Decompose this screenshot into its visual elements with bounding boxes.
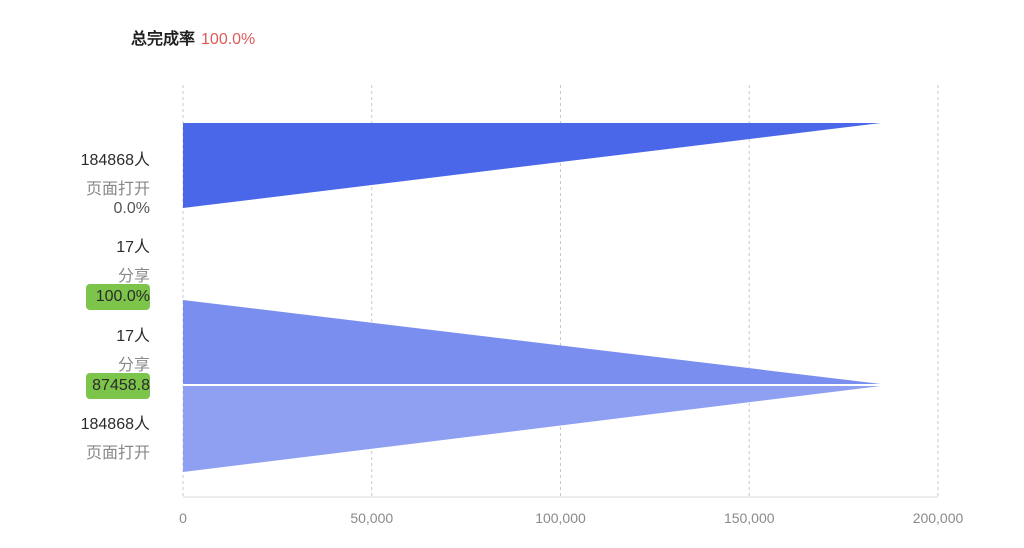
lower-conversion-badge: 87458.8 <box>86 373 150 399</box>
x-tick-label: 200,000 <box>913 510 964 526</box>
x-tick-label: 100,000 <box>535 510 586 526</box>
upper-conversion-badge-text: 100.0% <box>95 288 150 305</box>
upper-stage1-name: 页面打开 <box>85 181 150 198</box>
total-completion-label: 总完成率 <box>131 31 196 48</box>
upper-stage2-count: 17人 <box>116 239 150 256</box>
upper-stage1-count: 184868人 <box>80 152 150 169</box>
lower-stage2-count: 184868人 <box>80 416 150 433</box>
lower-funnel-bar-bottom <box>183 386 881 472</box>
x-tick-label: 0 <box>179 510 187 526</box>
upper-rate: 0.0% <box>113 200 150 217</box>
total-completion-value: 100.0% <box>201 31 256 48</box>
total-completion-rate: 总完成率 100.0% <box>131 25 255 49</box>
lower-funnel-bar-top <box>183 300 881 384</box>
lower-conversion-badge-text: 87458.8 <box>92 377 150 394</box>
upper-funnel-bar <box>183 123 881 208</box>
lower-stage2-name: 页面打开 <box>85 445 150 462</box>
x-tick-label: 50,000 <box>350 510 393 526</box>
lower-stage1-count: 17人 <box>116 328 150 345</box>
upper-stage2-name: 分享 <box>117 268 150 285</box>
lower-stage1-name: 分享 <box>117 357 150 374</box>
x-tick-label: 150,000 <box>724 510 775 526</box>
upper-conversion-badge: 100.0% <box>86 284 150 310</box>
